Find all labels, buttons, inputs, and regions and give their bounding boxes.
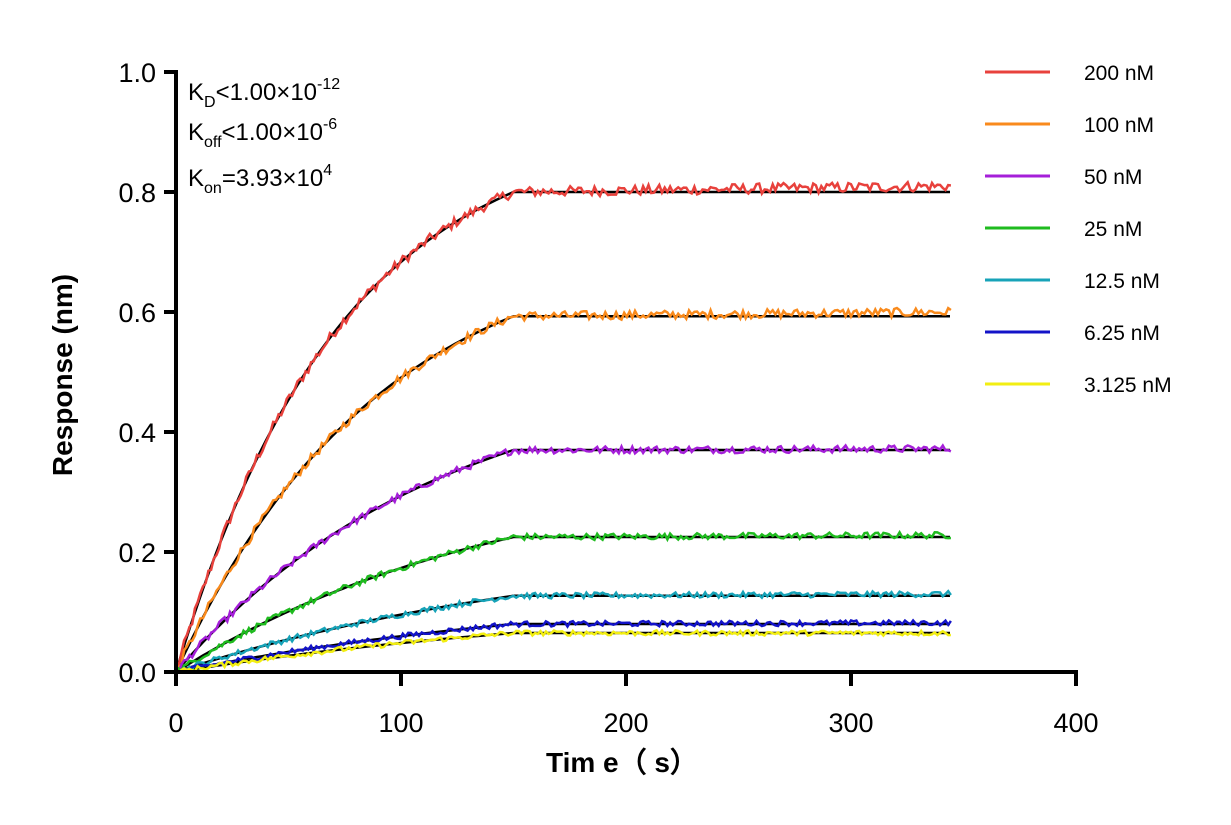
y-tick-label: 0.6: [118, 298, 156, 328]
koff-annotation: Koff<1.00×10-6: [188, 116, 337, 151]
series-line: [176, 618, 952, 674]
y-tick-label: 1.0: [118, 58, 156, 88]
kon-annotation: Kon=3.93×104: [188, 162, 332, 197]
legend: 200 nM 100 nM 50 nM 25 nM 12.5 nM 6.25 nM 3.12…: [985, 62, 1172, 397]
fit-curve: [174, 190, 950, 673]
x-tick-label: 100: [378, 708, 423, 738]
x-tick-label: 300: [828, 708, 873, 738]
fit-curves: [174, 190, 950, 674]
x-ticks: 0 100 200 300 400: [168, 672, 1099, 738]
legend-label: 12.5 nM: [1084, 270, 1160, 293]
y-tick-label: 0.8: [118, 178, 156, 208]
y-tick-label: 0.4: [118, 418, 156, 448]
y-tick-label: 0.2: [118, 538, 156, 568]
kd-annotation: KD<1.00×10-12: [188, 76, 340, 111]
series-line: [174, 179, 952, 671]
y-ticks: 0.0 0.2 0.4 0.6 0.8 1.0: [118, 58, 176, 688]
legend-label: 50 nM: [1084, 166, 1142, 189]
x-tick-label: 400: [1053, 708, 1098, 738]
legend-label: 3.125 nM: [1084, 374, 1172, 397]
fit-curve: [174, 314, 950, 673]
series-line: [175, 443, 952, 674]
x-tick-label: 0: [168, 708, 183, 738]
legend-label: 200 nM: [1084, 62, 1154, 85]
legend-label: 100 nM: [1084, 114, 1154, 137]
y-tick-label: 0.0: [118, 658, 156, 688]
series-line: [175, 628, 951, 674]
x-tick-label: 200: [603, 708, 648, 738]
legend-label: 6.25 nM: [1084, 322, 1160, 345]
x-axis-title: Tim e（ s）: [546, 746, 698, 778]
series-line: [176, 589, 952, 674]
series-line: [175, 306, 952, 671]
kinetic-constants: KD<1.00×10-12 Koff<1.00×10-6 Kon=3.93×10…: [188, 76, 340, 197]
legend-label: 25 nM: [1084, 218, 1142, 241]
series-line: [175, 529, 951, 674]
y-axis-title: Response (nm): [47, 274, 78, 476]
data-series: [174, 179, 952, 674]
